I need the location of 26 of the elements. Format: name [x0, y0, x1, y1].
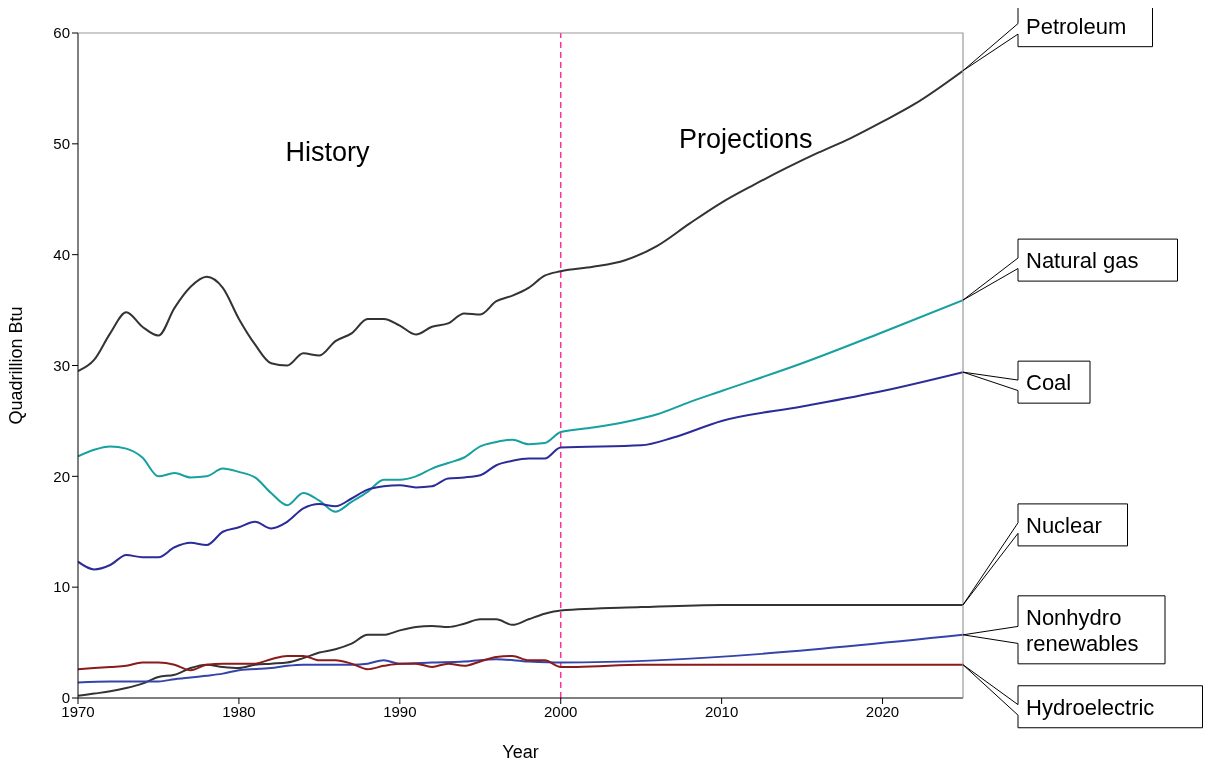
- x-tick-label: 2020: [865, 702, 900, 720]
- text: Petroleum: [1026, 13, 1127, 39]
- x-axis-title: Year: [502, 742, 539, 762]
- y-tick-label: 60: [53, 24, 70, 42]
- line-series: [78, 299, 963, 513]
- text: Nuclear: [1026, 512, 1102, 538]
- x-tick-label: 2000: [544, 702, 578, 720]
- y-axis-title: Quadrillion Btu: [6, 306, 27, 425]
- line-series: [78, 371, 963, 571]
- text: Coal: [1026, 370, 1072, 396]
- x-tick-label: 2010: [704, 702, 739, 720]
- y-tick-label: 10: [53, 578, 70, 596]
- line-series: [78, 654, 963, 672]
- x-tick-label: 1980: [222, 702, 256, 720]
- y-tick-label: 50: [53, 135, 70, 153]
- line-series: [78, 69, 963, 373]
- line-series: [78, 633, 963, 684]
- x-tick-label: 1990: [383, 702, 417, 720]
- y-tick-label: 20: [53, 467, 70, 485]
- text: Hydroelectric: [1026, 694, 1155, 720]
- text: Natural gas: [1026, 248, 1139, 274]
- y-tick-label: 40: [53, 245, 70, 263]
- annotation: Projections: [678, 124, 813, 154]
- text: Nonhydro renewables: [1026, 604, 1139, 656]
- y-tick-label: 30: [53, 356, 70, 374]
- annotation: History: [285, 137, 370, 167]
